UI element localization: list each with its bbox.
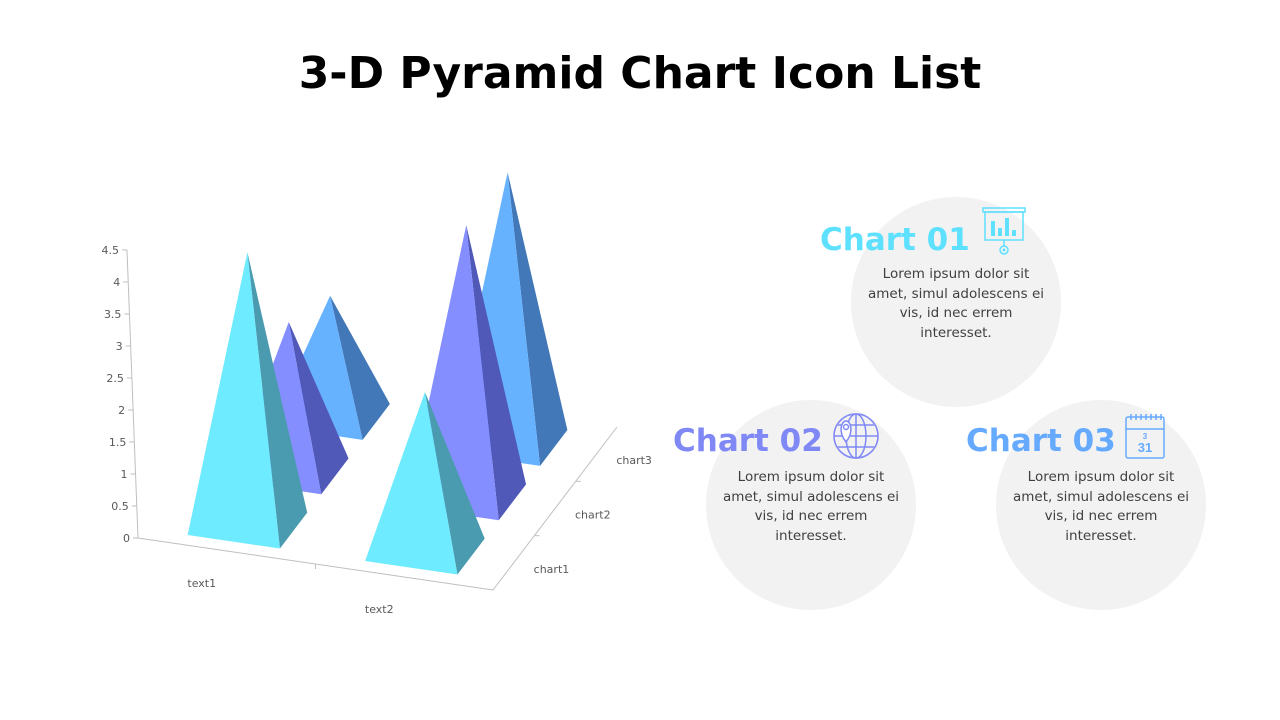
item-title-1: Chart 01 xyxy=(820,222,970,258)
item-circle-2 xyxy=(706,400,916,610)
x-tick-label: text1 xyxy=(187,577,216,590)
y-tick-label: 0 xyxy=(123,532,130,545)
pyramid-chart: 0 0.5 1 1.5 2 2.5 3 3.5 4 4.5 text1 text2 chart1 char… xyxy=(102,172,652,616)
presentation-chart-icon xyxy=(982,207,1026,255)
y-tick-label: 3 xyxy=(116,340,123,353)
item-title-3: Chart 03 xyxy=(966,423,1116,459)
pyramid-side-chart3-text1 xyxy=(330,295,390,440)
depth-axis-line xyxy=(492,426,618,591)
y-tick-label: 2.5 xyxy=(106,372,124,385)
depth-tick-label: chart3 xyxy=(616,454,652,467)
page-title: 3-D Pyramid Chart Icon List xyxy=(298,48,982,99)
x-tick-label: text2 xyxy=(365,603,394,616)
y-tick-label: 3.5 xyxy=(104,308,122,321)
item-body-2: Lorem ipsum dolor sit amet, simul adoles… xyxy=(723,469,899,544)
item-circle-3 xyxy=(996,400,1206,610)
pyramid-side-chart2-text1 xyxy=(288,322,349,495)
item-circle-1 xyxy=(851,197,1061,407)
item-title-2: Chart 02 xyxy=(673,423,823,459)
depth-tick-label: chart2 xyxy=(575,509,611,522)
globe-location-icon xyxy=(833,413,879,459)
y-tick-label: 1 xyxy=(121,468,128,481)
depth-tick-label: chart1 xyxy=(534,563,570,576)
item-body-3: Lorem ipsum dolor sit amet, simul adoles… xyxy=(1013,469,1189,544)
y-tick-label: 4.5 xyxy=(102,244,120,257)
y-tick-label: 1.5 xyxy=(109,436,127,449)
y-axis-line xyxy=(126,249,139,539)
pyramid-chart1-text2 xyxy=(365,391,458,575)
pyramid-chart1-text1 xyxy=(187,252,280,549)
calendar-day-text: 31 xyxy=(1138,440,1152,455)
pyramid-side-chart1-text2 xyxy=(424,391,485,575)
y-tick-label: 4 xyxy=(113,276,120,289)
pyramid-side-chart1-text1 xyxy=(247,252,308,549)
calendar-top-text: 3 xyxy=(1143,432,1148,441)
calendar-icon: 3 31 xyxy=(1125,414,1165,459)
y-tick-label: 2 xyxy=(118,404,125,417)
item-body-1: Lorem ipsum dolor sit amet, simul adoles… xyxy=(868,266,1044,341)
pyramid-side-chart3-text2 xyxy=(507,172,568,466)
pyramid-side-chart2-text2 xyxy=(466,225,527,521)
y-tick-label: 0.5 xyxy=(111,500,129,513)
